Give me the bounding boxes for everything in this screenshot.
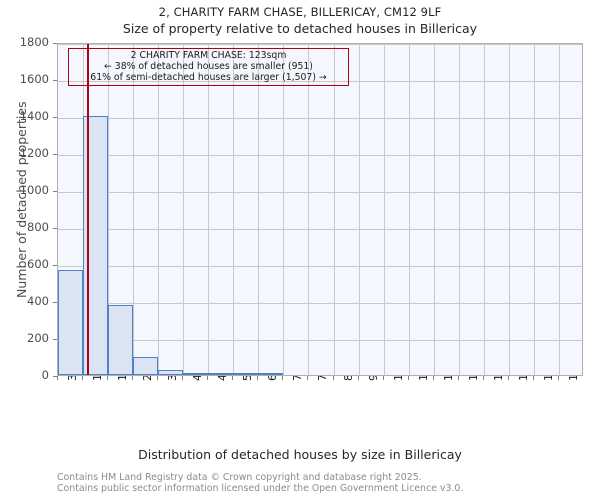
x-axis-tick-mark: [107, 376, 109, 380]
y-axis-tick-mark: [53, 265, 57, 266]
gridline-horizontal: [58, 303, 582, 304]
x-axis-tick-mark: [207, 376, 209, 380]
gridline-vertical: [208, 44, 210, 375]
y-axis-tick-mark: [53, 339, 57, 340]
bar: [108, 305, 134, 375]
gridline-vertical: [533, 44, 535, 375]
gridline-vertical: [508, 44, 510, 375]
footer-line-1: Contains HM Land Registry data © Crown c…: [57, 472, 422, 483]
y-axis-tick-label: 1200: [19, 146, 49, 160]
bar: [258, 373, 284, 375]
chart-subtitle: Size of property relative to detached ho…: [122, 21, 478, 36]
footer-line-2: Contains public sector information licen…: [57, 483, 464, 494]
gridline-horizontal: [58, 81, 582, 82]
x-axis-tick-mark: [307, 376, 309, 380]
x-axis-tick-mark: [557, 376, 559, 380]
gridline-horizontal: [58, 266, 582, 267]
gridline-vertical: [458, 44, 460, 375]
y-axis-tick-label: 1800: [19, 35, 49, 49]
y-axis-tick-label: 200: [27, 331, 49, 345]
gridline-horizontal: [58, 118, 582, 119]
y-axis-tick-mark: [53, 191, 57, 192]
page-title: 2, CHARITY FARM CHASE, BILLERICAY, CM12 …: [158, 5, 442, 19]
y-axis-tick-label: 800: [27, 220, 49, 234]
x-axis-tick-mark: [182, 376, 184, 380]
x-axis-tick-mark: [357, 376, 359, 380]
x-axis-tick-mark: [507, 376, 509, 380]
y-axis-tick-mark: [53, 43, 57, 44]
y-axis-tick-mark: [53, 228, 57, 229]
x-axis-tick-mark: [82, 376, 84, 380]
annotation-line-3: 61% of semi-detached houses are larger (…: [90, 72, 327, 84]
gridline-vertical: [333, 44, 335, 375]
gridline-horizontal: [58, 229, 582, 230]
gridline-vertical: [183, 44, 185, 375]
bar: [208, 373, 234, 375]
gridline-vertical: [308, 44, 310, 375]
x-axis-tick-mark: [532, 376, 534, 380]
y-axis-tick-label: 1000: [19, 183, 49, 197]
bar: [158, 369, 184, 375]
gridline-horizontal: [58, 192, 582, 193]
x-axis-title: Distribution of detached houses by size …: [138, 447, 462, 462]
x-axis-tick-mark: [432, 376, 434, 380]
gridline-vertical: [133, 44, 135, 375]
gridline-horizontal: [58, 44, 582, 45]
bar: [58, 269, 84, 375]
bar: [133, 357, 159, 375]
gridline-vertical: [233, 44, 235, 375]
y-axis-tick-label: 0: [41, 368, 49, 382]
y-axis-tick-label: 400: [27, 294, 49, 308]
gridline-horizontal: [58, 155, 582, 156]
plot-area: [57, 43, 583, 376]
gridline-vertical: [433, 44, 435, 375]
gridline-vertical: [558, 44, 560, 375]
y-axis-tick-label: 600: [27, 257, 49, 271]
y-axis-tick-mark: [53, 376, 57, 377]
gridline-horizontal: [58, 340, 582, 341]
y-axis-tick-mark: [53, 154, 57, 155]
x-axis-tick-mark: [382, 376, 384, 380]
gridline-vertical: [358, 44, 360, 375]
gridline-vertical: [408, 44, 410, 375]
x-axis-tick-mark: [407, 376, 409, 380]
x-axis-tick-mark: [257, 376, 259, 380]
gridline-vertical: [108, 44, 110, 375]
y-axis-tick-mark: [53, 80, 57, 81]
gridline-vertical: [483, 44, 485, 375]
x-axis-tick-mark: [457, 376, 459, 380]
annotation-box: 2 CHARITY FARM CHASE: 123sqm ← 38% of de…: [68, 48, 349, 86]
gridline-vertical: [383, 44, 385, 375]
x-axis-tick-mark: [332, 376, 334, 380]
y-axis-tick-label: 1600: [19, 72, 49, 86]
gridline-vertical: [283, 44, 285, 375]
gridline-vertical: [258, 44, 260, 375]
x-axis-tick-mark: [157, 376, 159, 380]
gridline-vertical: [158, 44, 160, 375]
x-axis-tick-mark: [482, 376, 484, 380]
bar-series: [58, 44, 582, 375]
y-axis-tick-label: 1400: [19, 109, 49, 123]
bar: [233, 373, 259, 375]
annotation-line-1: 2 CHARITY FARM CHASE: 123sqm: [130, 50, 287, 61]
annotation-line-2: ← 38% of detached houses are smaller (95…: [104, 61, 313, 73]
property-marker-line: [87, 44, 90, 375]
x-axis-tick-mark: [282, 376, 284, 380]
y-axis-tick-mark: [53, 302, 57, 303]
y-axis-tick-mark: [53, 117, 57, 118]
bar: [183, 373, 209, 375]
footer-attribution: Contains HM Land Registry data © Crown c…: [57, 472, 577, 494]
x-axis-tick-mark: [232, 376, 234, 380]
x-axis-tick-mark: [132, 376, 134, 380]
x-axis-tick-mark: [57, 376, 58, 380]
